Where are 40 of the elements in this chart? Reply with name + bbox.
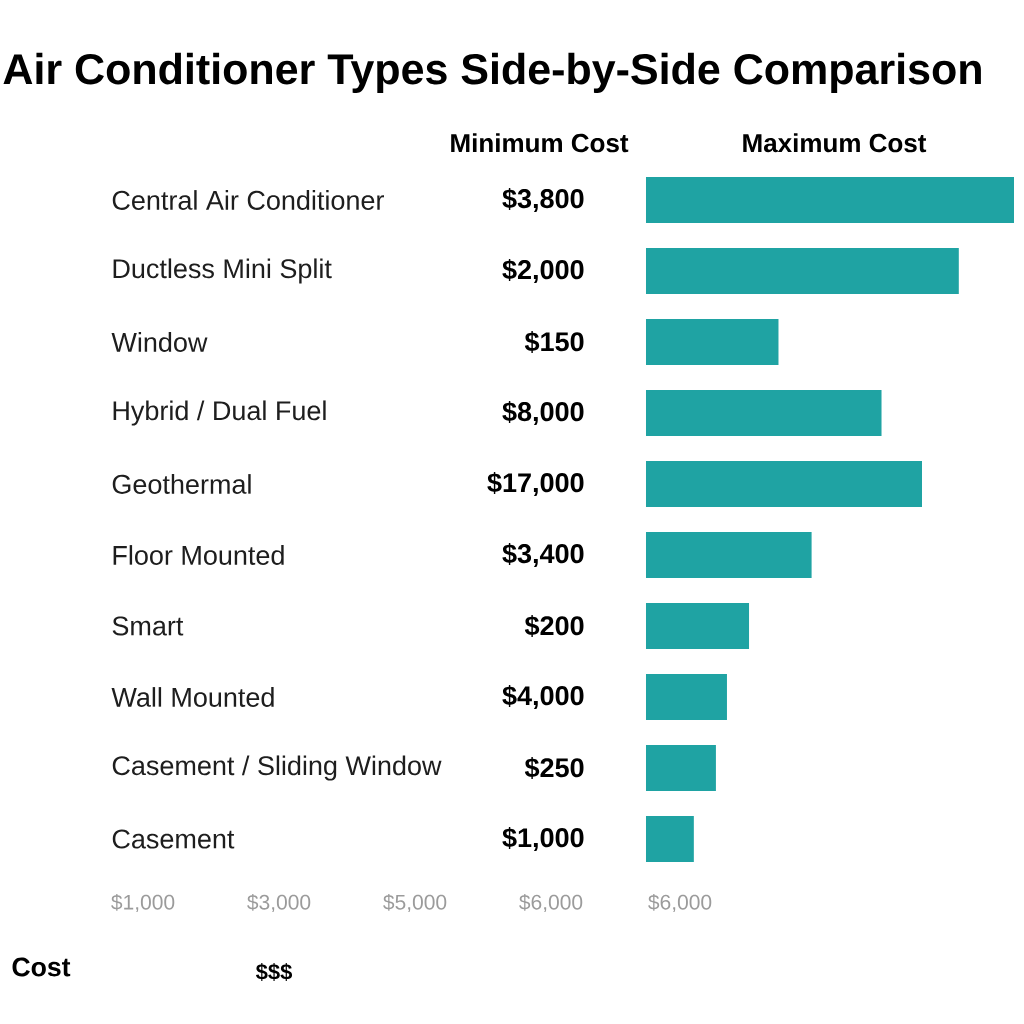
bar — [646, 815, 694, 863]
text: Cost — [12, 957, 71, 977]
text: $3,800 — [502, 187, 584, 213]
text: $$$ — [255, 963, 293, 981]
y-tick-label: Smart — [112, 616, 184, 636]
y-tick-label: Casement / Sliding Window — [112, 755, 442, 781]
bar — [646, 460, 922, 508]
text: $150 — [524, 330, 584, 354]
text: $3,400 — [502, 542, 584, 568]
bar — [646, 247, 959, 295]
text: $1,000 — [502, 826, 584, 852]
text: Minimum Cost — [451, 133, 629, 153]
text: $3,000 — [247, 893, 311, 913]
x-axis-title: Maximum Cost — [743, 133, 927, 153]
bar — [646, 176, 1014, 224]
y-tick-label: Casement — [112, 829, 235, 849]
bar — [646, 602, 750, 650]
y-tick-label: Wall Mounted — [111, 687, 274, 707]
bar — [646, 389, 882, 437]
bar — [646, 531, 812, 579]
bar — [646, 318, 779, 366]
text: $8,000 — [502, 400, 584, 426]
y-tick-label: Ductless Mini Split — [113, 258, 332, 284]
text: $6,000 — [519, 893, 583, 913]
y-tick-label: Geothermal — [112, 474, 251, 494]
text: $6,000 — [648, 893, 712, 913]
text: $17,000 — [487, 471, 584, 497]
text: $5,000 — [383, 893, 447, 913]
y-tick-label: Window — [111, 332, 208, 352]
text: $250 — [524, 756, 584, 780]
bar — [646, 744, 716, 792]
text: $4,000 — [502, 684, 584, 710]
y-tick-label: Central Air Conditioner — [112, 190, 384, 210]
text: $200 — [524, 614, 584, 638]
chart-title: Air Conditioner Types Side-by-Side Comparison — [3, 52, 981, 93]
y-tick-label: Floor Mounted — [113, 545, 284, 565]
text: $2,000 — [502, 258, 584, 284]
bar — [646, 673, 727, 721]
y-tick-label: Hybrid / Dual Fuel — [113, 400, 326, 426]
text: $1,000 — [111, 893, 175, 913]
